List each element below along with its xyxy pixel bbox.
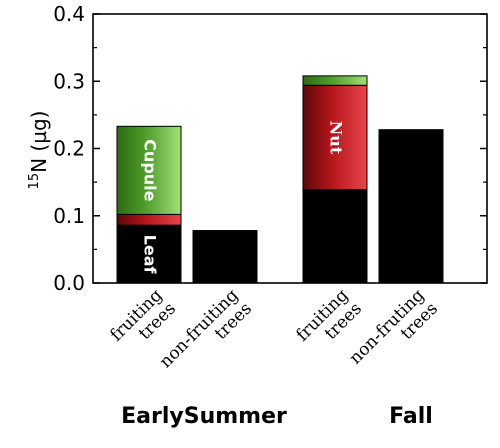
segment-labels: Leaf Cupule Nut: [140, 121, 345, 275]
y-tick-label: 0.0: [53, 271, 85, 295]
y-axis-label-main: N (µg): [27, 111, 51, 173]
y-axis-ticks: 0.0 0.1 0.2 0.3 0.4: [53, 2, 487, 295]
group-labels: EarlySummer Fall: [121, 404, 433, 429]
category-label: non-fruitingtrees: [156, 285, 256, 385]
bar-segment-cupule: [302, 75, 368, 86]
bar-segment-leaf: [302, 189, 368, 284]
y-axis-label: 15N (µg): [27, 111, 51, 190]
y-tick-label: 0.2: [53, 137, 85, 161]
y-axis-label-text: 15N (µg): [27, 111, 51, 190]
category-label: non-frutingtrees: [346, 285, 442, 381]
segment-label-nut: Nut: [327, 121, 346, 155]
group-label: EarlySummer: [121, 404, 287, 429]
y-tick-label: 0.3: [53, 69, 85, 93]
bar-segment-leaf: [378, 129, 444, 284]
segment-label-cupule: Cupule: [141, 139, 160, 201]
bar-segment-cupule: [116, 125, 182, 215]
y-axis-label-superscript: 15: [27, 173, 42, 190]
y-tick-label: 0.1: [53, 204, 85, 228]
y-tick-label: 0.4: [53, 2, 85, 26]
bar-segment-nut: [116, 213, 182, 226]
segment-label-leaf: Leaf: [140, 235, 159, 275]
group-label: Fall: [389, 404, 433, 429]
bar-segment-leaf: [192, 230, 258, 284]
bar-segment-leaf: [116, 224, 182, 284]
bars: [116, 75, 444, 284]
